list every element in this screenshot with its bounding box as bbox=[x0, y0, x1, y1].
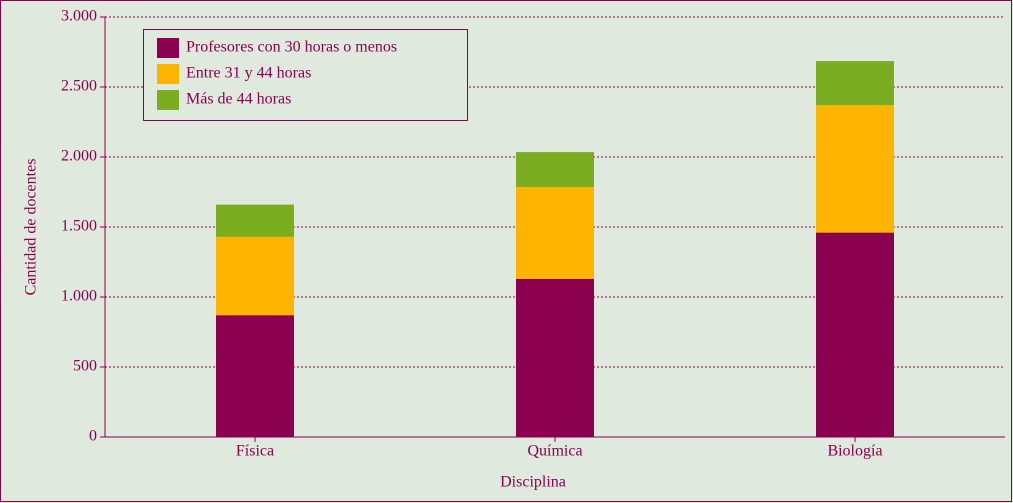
y-tick-label: 3.000 bbox=[61, 8, 97, 25]
bar-segment bbox=[216, 315, 294, 437]
x-tick-label: Biología bbox=[827, 443, 882, 460]
x-tick-label: Química bbox=[527, 443, 582, 460]
bar-segment bbox=[216, 236, 294, 316]
y-tick-label: 1.000 bbox=[61, 288, 97, 305]
legend-label: Profesores con 30 horas o menos bbox=[186, 39, 397, 56]
x-axis-label: Disciplina bbox=[500, 474, 566, 491]
y-tick-label: 2.500 bbox=[61, 78, 97, 95]
y-tick-label: 2.000 bbox=[61, 148, 97, 165]
legend-label: Más de 44 horas bbox=[186, 91, 291, 108]
y-tick-label: 500 bbox=[73, 358, 97, 375]
bar-segment bbox=[516, 187, 594, 279]
legend-label: Entre 31 y 44 horas bbox=[186, 65, 311, 82]
bar-segment bbox=[516, 278, 594, 437]
bar-segment bbox=[216, 204, 294, 237]
bar-segment bbox=[816, 105, 894, 233]
legend-box bbox=[143, 29, 468, 121]
y-tick-label: 0 bbox=[89, 428, 97, 445]
y-axis-label: Cantidad de docentes bbox=[23, 159, 40, 296]
bar-segment bbox=[816, 61, 894, 106]
legend-swatch bbox=[157, 90, 179, 110]
x-tick-label: Física bbox=[236, 443, 274, 460]
legend-swatch bbox=[157, 38, 179, 58]
bar-segment bbox=[816, 232, 894, 437]
bar-segment bbox=[516, 152, 594, 188]
y-tick-label: 1.500 bbox=[61, 218, 97, 235]
legend-swatch bbox=[157, 64, 179, 84]
